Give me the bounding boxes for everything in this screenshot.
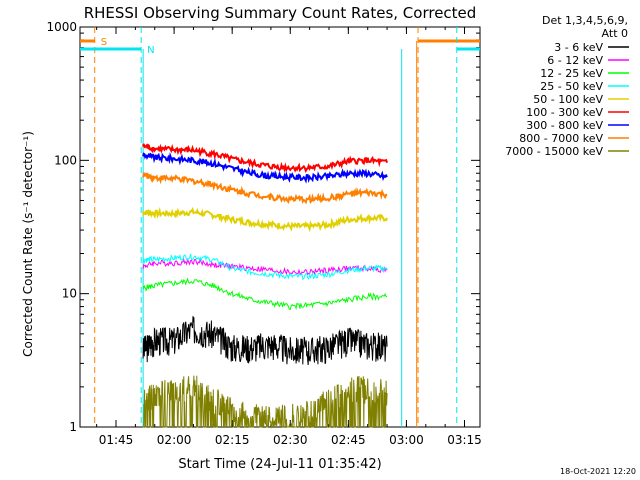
y-axis-title: Corrected Count Rate (s⁻¹ detector⁻¹) xyxy=(21,131,35,357)
chart-title: RHESSI Observing Summary Count Rates, Co… xyxy=(84,4,477,22)
legend-label: 6 - 12 keV xyxy=(547,54,603,67)
x-tick-label: 02:15 xyxy=(215,433,250,447)
legend-label: 800 - 7000 keV xyxy=(519,132,603,145)
y-tick-label: 1 xyxy=(69,420,77,434)
series-line-7 xyxy=(142,172,388,205)
legend-title-line-2: Att 0 xyxy=(602,27,628,40)
legend-label: 25 - 50 keV xyxy=(540,80,603,93)
series-line-0 xyxy=(142,316,388,366)
x-tick-label: 02:45 xyxy=(331,433,366,447)
x-tick-label: 03:15 xyxy=(447,433,482,447)
series-line-4 xyxy=(142,206,389,233)
series-line-8 xyxy=(143,375,388,429)
legend-label: 12 - 25 keV xyxy=(540,67,603,80)
x-tick-label: 02:00 xyxy=(157,433,192,447)
plot-marks: 1 10 100 1000 01:45 02:00 02:15 02:30 02:45 03:00… xyxy=(46,20,629,447)
marker-label-s: S xyxy=(101,37,107,48)
series-line-2 xyxy=(142,277,388,311)
timestamp-label: 18-Oct-2021 12:20 xyxy=(560,467,636,476)
y-tick-label: 100 xyxy=(54,153,77,167)
series-line-3 xyxy=(142,253,388,281)
legend-label: 7000 - 15000 keV xyxy=(505,145,603,158)
series-line-5 xyxy=(142,143,389,174)
x-tick-label: 02:30 xyxy=(273,433,308,447)
x-tick-label: 03:00 xyxy=(389,433,424,447)
legend-title-line-1: Det 1,3,4,5,6,9, xyxy=(542,14,628,27)
legend-label: 300 - 800 keV xyxy=(526,119,603,132)
x-axis-title: Start Time (24-Jul-11 01:35:42) xyxy=(178,457,381,472)
legend-label: 3 - 6 keV xyxy=(554,41,603,54)
legend-label: 50 - 100 keV xyxy=(533,93,603,106)
marker-label-n: N xyxy=(147,45,154,56)
y-tick-label: 1000 xyxy=(46,20,77,34)
legend-label: 100 - 300 keV xyxy=(526,106,603,119)
x-tick-label: 01:45 xyxy=(99,433,134,447)
series-line-1 xyxy=(142,257,388,276)
series-line-6 xyxy=(142,152,388,184)
y-tick-label: 10 xyxy=(62,287,77,301)
